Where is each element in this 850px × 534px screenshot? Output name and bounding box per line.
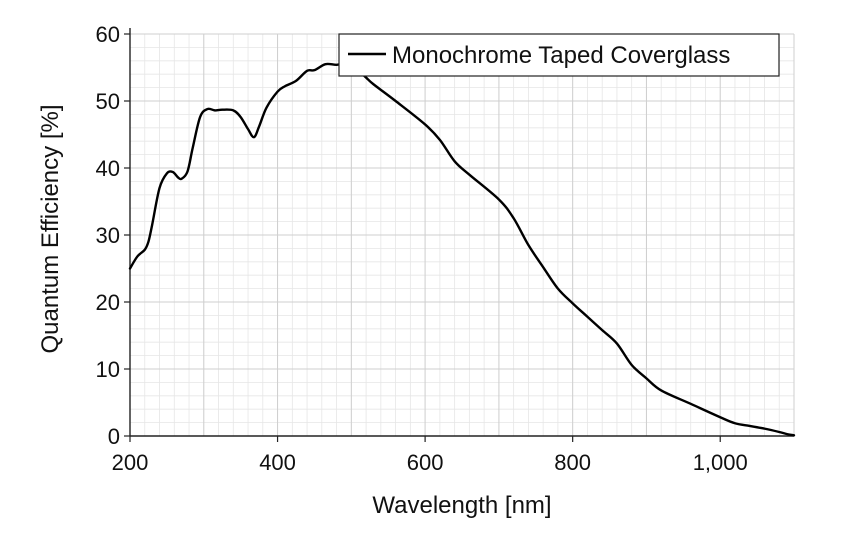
y-tick-label: 10 bbox=[96, 357, 120, 382]
x-axis-title: Wavelength [nm] bbox=[372, 492, 551, 519]
y-tick-label: 30 bbox=[96, 223, 120, 248]
series-line bbox=[128, 62, 796, 437]
y-axis-title: Quantum Efficiency [%] bbox=[37, 105, 64, 354]
y-tick-label: 0 bbox=[108, 424, 120, 449]
grid-major bbox=[129, 33, 795, 437]
y-tick-label: 50 bbox=[96, 89, 120, 114]
y-tick-label: 20 bbox=[96, 290, 120, 315]
legend-box bbox=[338, 33, 780, 77]
legend-label: Monochrome Taped Coverglass bbox=[392, 42, 730, 69]
y-tick-label: 40 bbox=[96, 156, 120, 181]
y-tick-label: 60 bbox=[96, 22, 120, 47]
legend: Monochrome Taped Coverglass bbox=[338, 33, 780, 77]
x-tick-label: 200 bbox=[112, 450, 149, 475]
x-tick-label: 600 bbox=[407, 450, 444, 475]
x-tick-label: 400 bbox=[259, 450, 296, 475]
x-tick-label: 800 bbox=[554, 450, 591, 475]
ticks: 200 400 600 800 1,000 0 10 20 30 40 50 60 bbox=[96, 22, 748, 475]
axes bbox=[129, 28, 794, 437]
series-layer bbox=[128, 62, 796, 437]
x-tick-label: 1,000 bbox=[693, 450, 748, 475]
